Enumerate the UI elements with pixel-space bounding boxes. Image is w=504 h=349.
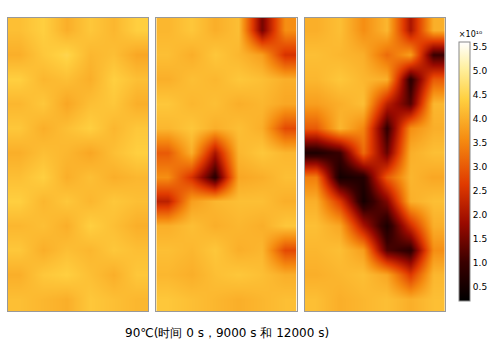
svg-text:×10¹⁰: ×10¹⁰ (459, 30, 482, 39)
svg-text:0.5: 0.5 (473, 282, 487, 292)
svg-text:4.0: 4.0 (473, 114, 488, 124)
svg-text:1.5: 1.5 (473, 234, 487, 244)
svg-text:1.0: 1.0 (473, 258, 488, 268)
svg-text:2.5: 2.5 (473, 186, 487, 196)
svg-text:5.0: 5.0 (473, 66, 488, 76)
svg-text:3.5: 3.5 (473, 138, 487, 148)
svg-text:2.0: 2.0 (473, 210, 488, 220)
svg-text:3.0: 3.0 (473, 162, 488, 172)
svg-text:90℃(时间 0 s，9000 s 和 12000 s): 90℃(时间 0 s，9000 s 和 12000 s) (125, 326, 329, 340)
svg-text:5.5: 5.5 (473, 42, 487, 52)
svg-text:4.5: 4.5 (473, 90, 487, 100)
